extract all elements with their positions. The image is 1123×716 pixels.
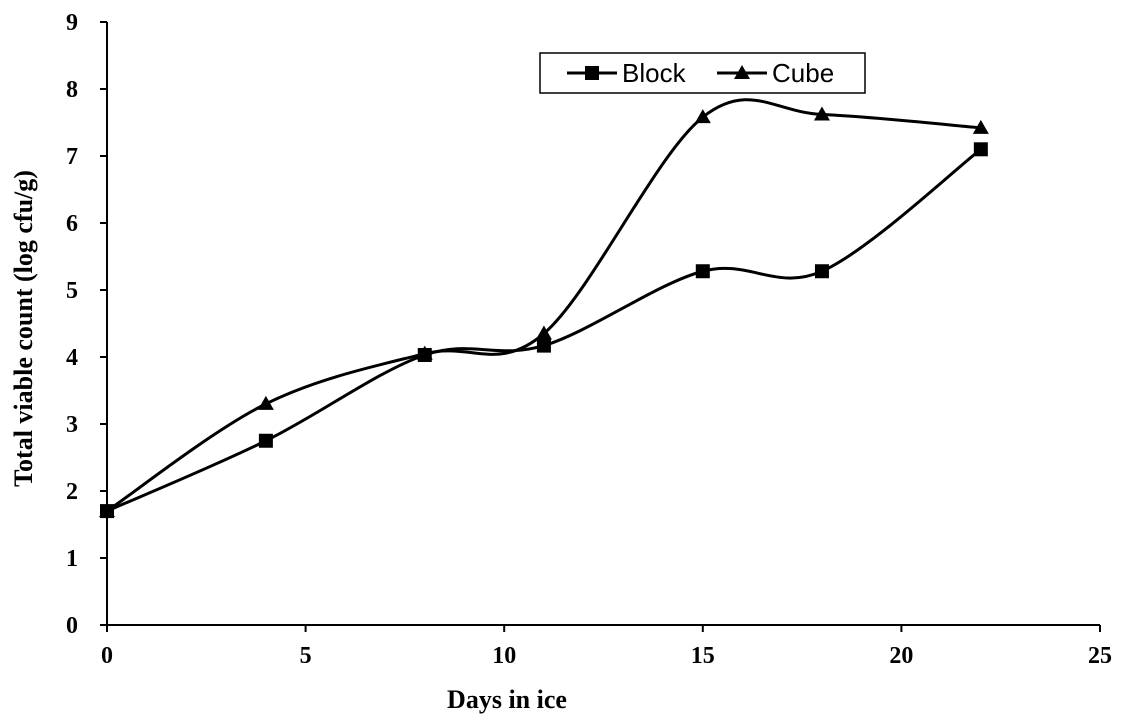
y-tick-label: 7 (66, 144, 78, 170)
x-tick-label: 20 (889, 643, 913, 669)
data-point-cube (257, 395, 274, 410)
y-tick-label: 9 (66, 10, 78, 36)
data-point-cube (813, 106, 830, 121)
data-point-cube (99, 503, 115, 518)
data-point-cube (972, 119, 989, 134)
y-axis-title: Total viable count (log cfu/g) (9, 170, 38, 487)
x-axis-title: Days in ice (447, 685, 567, 714)
y-tick-label: 6 (66, 211, 78, 237)
legend-label-block: Block (622, 58, 687, 88)
y-tick-label: 3 (66, 412, 78, 438)
axes (106, 22, 1100, 626)
x-tick-labels: 0 5 10 15 20 25 (101, 625, 1112, 669)
data-point-cube (694, 109, 711, 124)
series-block (100, 142, 988, 519)
data-point-block (814, 264, 829, 279)
x-tick-label: 0 (101, 643, 113, 669)
legend-marker-cube (734, 65, 750, 79)
x-tick-label: 25 (1088, 643, 1112, 669)
y-tick-label: 4 (66, 345, 78, 371)
y-tick-label: 1 (66, 546, 78, 572)
data-point-block (973, 142, 988, 157)
series-layer (99, 98, 989, 519)
y-tick-labels: 0 1 2 3 4 5 6 7 8 9 (66, 10, 107, 639)
data-point-cube (416, 345, 433, 360)
legend-marker-block (585, 66, 599, 80)
x-tick-label: 5 (300, 643, 312, 669)
series-cube (99, 98, 989, 518)
x-tick-label: 10 (492, 643, 516, 669)
y-tick-label: 0 (66, 613, 78, 639)
data-point-block (258, 433, 273, 448)
data-point-cube (535, 325, 552, 340)
x-tick-label: 15 (691, 643, 715, 669)
legend-label-cube: Cube (772, 58, 834, 88)
data-point-block (536, 338, 551, 353)
y-tick-label: 8 (66, 77, 78, 103)
y-tick-label: 5 (66, 278, 78, 304)
data-point-block (695, 264, 710, 279)
legend: Block Cube (539, 52, 866, 94)
y-tick-label: 2 (66, 479, 78, 505)
series-line-cube (106, 98, 981, 513)
